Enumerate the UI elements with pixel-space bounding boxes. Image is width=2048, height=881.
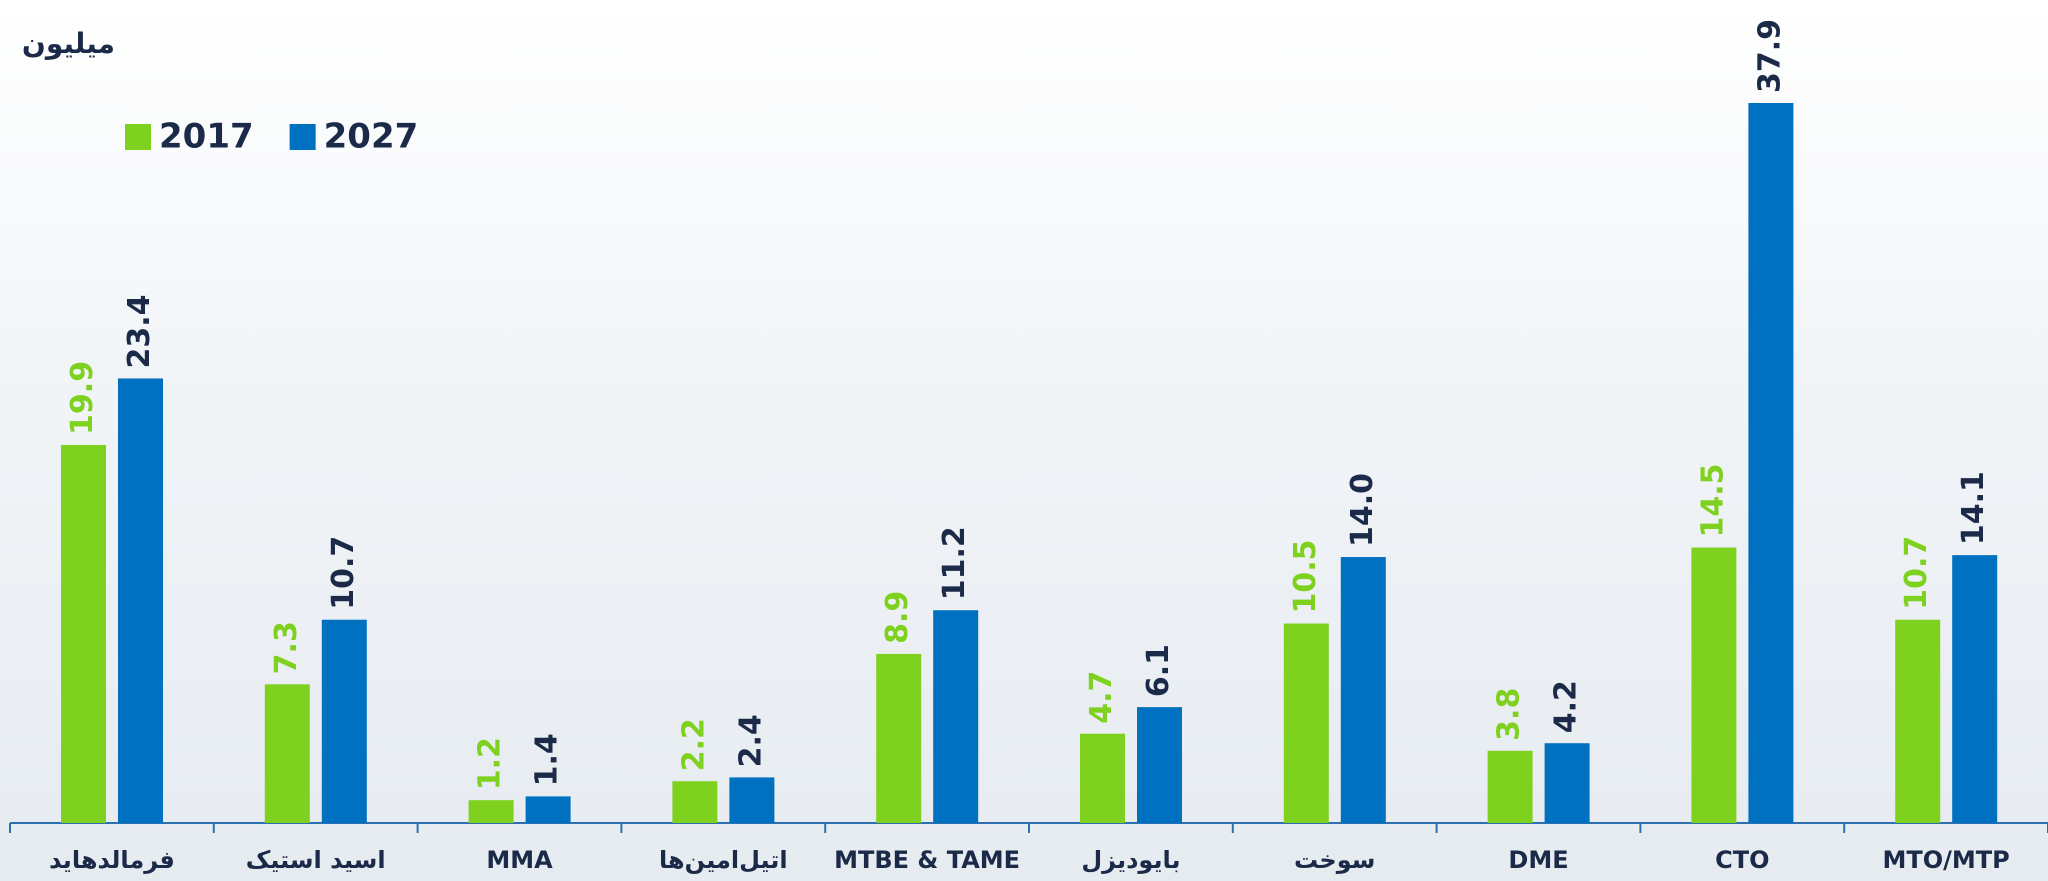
x-tick-label: فرمالدهاید (49, 846, 175, 874)
bar (468, 800, 514, 823)
bar (672, 781, 718, 823)
bar (321, 619, 367, 823)
x-tick-label: MMA (486, 846, 553, 874)
x-tick-label: اسید استیک (246, 846, 386, 874)
value-label: 2.4 (733, 714, 768, 767)
legend-label: 2017 (159, 117, 254, 157)
value-label: 37.9 (1752, 19, 1787, 93)
value-label: 10.5 (1288, 539, 1323, 613)
value-label: 1.2 (473, 737, 508, 790)
legend-swatch (125, 124, 151, 150)
value-label: 8.9 (880, 591, 915, 644)
value-label: 7.3 (269, 621, 304, 674)
bar (1748, 103, 1794, 823)
value-label: 23.4 (122, 294, 157, 368)
bar (1895, 619, 1941, 823)
bar (1340, 557, 1386, 823)
x-tick-label: بایودیزل (1081, 846, 1180, 874)
bar (1691, 547, 1737, 823)
legend-label: 2027 (324, 117, 419, 157)
bar (1137, 707, 1182, 823)
bar (1952, 555, 1998, 823)
chart-title: میلیون (22, 27, 115, 60)
bar (876, 653, 922, 823)
value-label: 14.5 (1695, 464, 1730, 538)
bar (118, 378, 163, 823)
value-label: 11.2 (937, 526, 972, 600)
value-label: 1.4 (530, 733, 565, 786)
x-tick-label: اتیل‌امین‌ها (659, 846, 788, 874)
value-label: 10.7 (1899, 536, 1934, 610)
value-label: 4.7 (1084, 671, 1119, 724)
bar (264, 684, 310, 823)
value-label: 14.0 (1345, 473, 1380, 547)
value-label: 10.7 (326, 536, 361, 610)
x-tick-label: MTBE & TAME (834, 846, 1020, 874)
bar (61, 444, 106, 823)
bar (1544, 743, 1590, 823)
value-label: 19.9 (65, 361, 100, 435)
x-tick-label: MTO/MTP (1882, 846, 2009, 874)
value-label: 4.2 (1549, 680, 1584, 733)
bar (1080, 733, 1125, 823)
value-label: 6.1 (1141, 644, 1176, 697)
bar (933, 610, 979, 823)
value-label: 14.1 (1956, 471, 1991, 545)
value-label: 3.8 (1492, 688, 1527, 741)
x-tick-label: سوخت (1294, 846, 1375, 874)
bar (729, 777, 775, 823)
x-tick-label: CTO (1715, 846, 1769, 874)
bar (1283, 623, 1329, 823)
bar (1487, 750, 1533, 823)
value-label: 2.2 (676, 718, 711, 771)
x-tick-label: DME (1508, 846, 1568, 874)
legend-swatch (289, 124, 316, 150)
bar (525, 796, 571, 823)
